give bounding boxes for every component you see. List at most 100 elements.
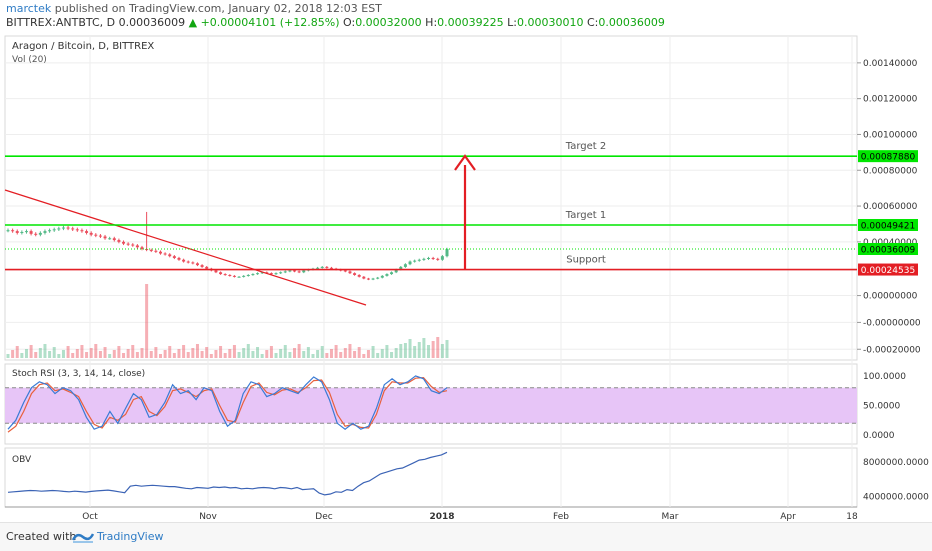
candle-body bbox=[24, 231, 28, 233]
candle-body bbox=[103, 236, 107, 239]
candle-body bbox=[163, 253, 167, 255]
downtrend-line bbox=[4, 189, 367, 306]
publish-header: marctek published on TradingView.com, Ja… bbox=[6, 2, 382, 15]
footer-bar: Created with TradingView bbox=[0, 522, 932, 551]
x-tick-label: Oct bbox=[82, 512, 98, 522]
x-tick-label: Apr bbox=[780, 512, 796, 522]
volume-bar bbox=[52, 347, 56, 358]
volume-bar bbox=[38, 348, 42, 358]
candle-body bbox=[399, 266, 403, 270]
volume-bar bbox=[75, 349, 79, 358]
volume-bar bbox=[288, 352, 292, 358]
candle-body bbox=[158, 251, 162, 254]
candle-body bbox=[140, 247, 144, 250]
volume-bar bbox=[371, 346, 375, 358]
volume-bar bbox=[34, 352, 38, 358]
candle-body bbox=[427, 257, 431, 259]
volume-bar bbox=[269, 346, 273, 358]
x-tick-label: 2018 bbox=[429, 512, 454, 522]
tradingview-logo-icon[interactable] bbox=[71, 529, 95, 548]
volume-bar bbox=[390, 352, 394, 358]
volume-bar bbox=[182, 345, 186, 358]
price-tag-label: 0.00024535 bbox=[861, 266, 915, 276]
candle-body bbox=[246, 274, 250, 276]
candle-body bbox=[417, 259, 421, 261]
price-tag-bg bbox=[858, 150, 918, 163]
volume-bar bbox=[362, 354, 366, 358]
open-value: 0.00032000 bbox=[355, 16, 422, 29]
x-tick-label: Mar bbox=[662, 512, 679, 522]
volume-bar bbox=[122, 353, 126, 358]
volume-bar bbox=[195, 344, 199, 358]
y-tick-label: 0.00000000 bbox=[863, 292, 918, 302]
volume-bar bbox=[43, 344, 47, 358]
volume-bar bbox=[436, 337, 440, 358]
volume-bar bbox=[246, 344, 250, 358]
volume-bar bbox=[279, 349, 283, 358]
candle-body bbox=[223, 274, 227, 276]
candle-body bbox=[98, 235, 102, 237]
candle-body bbox=[52, 229, 56, 231]
volume-bar bbox=[399, 344, 403, 358]
y-tick-label: 0.00120000 bbox=[863, 95, 918, 105]
candle-body bbox=[353, 273, 357, 275]
y-tick-label: -0.00020000 bbox=[863, 345, 921, 355]
volume-bar bbox=[242, 348, 246, 358]
volume-bar bbox=[11, 350, 15, 358]
obv-y-tick-label: 8000000.0000 bbox=[863, 458, 929, 468]
symbol-label: BITTREX:ANTBTC, D bbox=[6, 16, 116, 29]
volume-bar bbox=[172, 353, 176, 358]
volume-bar bbox=[293, 348, 297, 358]
volume-bar bbox=[334, 345, 338, 358]
y-tick-label: -0.00000000 bbox=[863, 318, 921, 328]
candle-body bbox=[122, 241, 126, 244]
volume-bar bbox=[353, 351, 357, 358]
low-label: L: bbox=[507, 16, 517, 29]
candle-body bbox=[440, 256, 444, 260]
candle-body bbox=[191, 262, 195, 264]
volume-bar bbox=[29, 345, 33, 358]
chart-area[interactable]: Oct Nov Dec 2018 Feb Mar Apr 18 0.00140000 0.0012… bbox=[0, 0, 932, 522]
candle-body bbox=[135, 245, 139, 248]
volume-bar bbox=[427, 345, 431, 358]
volume-bar bbox=[85, 352, 89, 358]
y-tick-label: 0.00100000 bbox=[863, 130, 918, 140]
volume-bar bbox=[422, 338, 426, 358]
volume-bar bbox=[154, 347, 158, 358]
volume-bar bbox=[251, 351, 255, 358]
candle-body bbox=[186, 261, 190, 263]
volume-bar bbox=[117, 346, 121, 358]
y-tick-label: 0.00140000 bbox=[863, 59, 918, 69]
candle-body bbox=[357, 274, 361, 277]
x-tick-label: Nov bbox=[199, 512, 217, 522]
candle-body bbox=[422, 258, 426, 260]
candle-body bbox=[80, 230, 84, 232]
volume-bar bbox=[126, 349, 130, 358]
candle-body bbox=[131, 244, 135, 246]
candle-body bbox=[38, 232, 42, 235]
volume-bar bbox=[403, 343, 407, 358]
volume-bar bbox=[103, 347, 107, 358]
support-label: Support bbox=[566, 255, 606, 266]
candle-body bbox=[293, 270, 297, 272]
volume-bar bbox=[205, 347, 209, 358]
candle-body bbox=[112, 238, 116, 241]
candle-body bbox=[182, 259, 186, 262]
volume-bar bbox=[135, 352, 139, 358]
tradingview-brand[interactable]: TradingView bbox=[97, 530, 164, 543]
candle-body bbox=[145, 249, 149, 251]
volume-bar bbox=[149, 351, 153, 358]
volume-bar bbox=[15, 346, 19, 358]
candle-body bbox=[325, 266, 329, 268]
candle-body bbox=[149, 249, 153, 251]
author-link[interactable]: marctek bbox=[6, 2, 52, 15]
x-tick-label: 18 bbox=[846, 512, 858, 522]
candle-body bbox=[214, 270, 218, 273]
candle-body bbox=[237, 276, 241, 278]
high-value: 0.00039225 bbox=[437, 16, 504, 29]
candle-body bbox=[436, 258, 440, 260]
candle-body bbox=[362, 276, 366, 279]
volume-bar bbox=[431, 341, 435, 358]
obv-title: OBV bbox=[12, 455, 32, 465]
candle-body bbox=[61, 227, 65, 229]
